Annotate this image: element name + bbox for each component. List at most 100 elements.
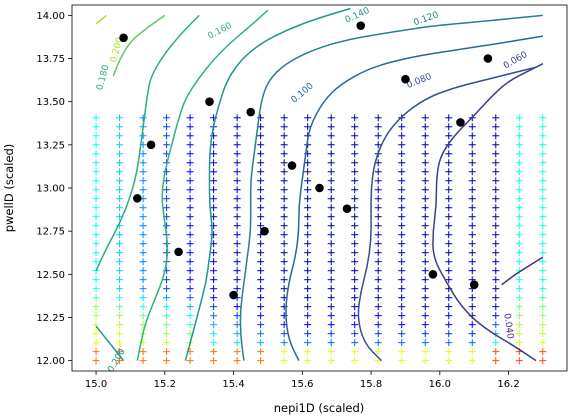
grid-marker xyxy=(374,321,382,329)
grid-marker xyxy=(257,258,265,266)
grid-marker xyxy=(445,294,453,302)
grid-marker xyxy=(186,276,194,284)
grid-marker xyxy=(468,258,476,266)
grid-marker xyxy=(515,303,523,311)
grid-marker xyxy=(492,276,500,284)
y-tick-label: 12.25 xyxy=(36,313,65,324)
grid-marker xyxy=(327,177,335,185)
x-tick-label: 15.4 xyxy=(222,379,244,390)
grid-marker xyxy=(163,141,171,149)
grid-marker xyxy=(116,141,124,149)
grid-marker xyxy=(374,141,382,149)
grid-marker xyxy=(327,132,335,140)
grid-marker xyxy=(92,213,100,221)
observed-point xyxy=(356,21,366,31)
grid-marker xyxy=(163,222,171,230)
grid-marker xyxy=(539,150,547,158)
grid-marker xyxy=(421,141,429,149)
grid-marker xyxy=(327,267,335,275)
grid-marker xyxy=(492,303,500,311)
grid-marker xyxy=(421,186,429,194)
grid-marker xyxy=(304,276,312,284)
grid-marker xyxy=(92,114,100,122)
grid-marker xyxy=(139,177,147,185)
grid-marker xyxy=(163,168,171,176)
contour-line xyxy=(239,14,543,361)
grid-marker xyxy=(492,357,500,365)
grid-marker xyxy=(186,195,194,203)
grid-marker xyxy=(374,312,382,320)
grid-marker xyxy=(398,150,406,158)
grid-marker xyxy=(351,177,359,185)
grid-marker xyxy=(186,258,194,266)
grid-marker xyxy=(398,186,406,194)
x-tick-label: 15.2 xyxy=(154,379,176,390)
grid-marker xyxy=(257,195,265,203)
grid-marker xyxy=(304,303,312,311)
grid-marker xyxy=(351,150,359,158)
grid-marker xyxy=(374,348,382,356)
grid-marker xyxy=(210,159,218,167)
grid-marker xyxy=(139,213,147,221)
grid-marker xyxy=(280,267,288,275)
grid-marker xyxy=(445,159,453,167)
grid-marker xyxy=(233,150,241,158)
grid-marker xyxy=(116,240,124,248)
grid-marker xyxy=(398,213,406,221)
grid-marker xyxy=(327,141,335,149)
observed-point xyxy=(428,270,438,279)
grid-marker xyxy=(374,276,382,284)
grid-marker xyxy=(515,114,523,122)
grid-marker xyxy=(304,312,312,320)
grid-marker xyxy=(233,276,241,284)
grid-marker xyxy=(233,339,241,347)
grid-marker xyxy=(374,123,382,131)
grid-marker xyxy=(280,177,288,185)
contour-line xyxy=(432,63,544,362)
grid-marker xyxy=(210,294,218,302)
grid-marker xyxy=(327,357,335,365)
grid-marker xyxy=(139,222,147,230)
grid-marker xyxy=(280,240,288,248)
grid-marker xyxy=(492,231,500,239)
grid-marker xyxy=(92,132,100,140)
x-tick-label: 15.6 xyxy=(291,379,313,390)
grid-marker xyxy=(163,195,171,203)
grid-marker xyxy=(374,132,382,140)
grid-marker xyxy=(445,186,453,194)
grid-marker xyxy=(445,168,453,176)
grid-marker xyxy=(327,186,335,194)
grid-marker xyxy=(139,168,147,176)
grid-marker xyxy=(163,114,171,122)
grid-marker xyxy=(421,258,429,266)
contour-line xyxy=(184,7,351,361)
grid-marker xyxy=(163,357,171,365)
grid-marker xyxy=(515,150,523,158)
grid-marker xyxy=(445,303,453,311)
grid-marker xyxy=(351,249,359,257)
grid-marker xyxy=(186,213,194,221)
grid-marker xyxy=(515,204,523,212)
grid-marker xyxy=(186,240,194,248)
contour-line xyxy=(285,35,544,361)
grid-marker xyxy=(139,348,147,356)
grid-marker xyxy=(398,258,406,266)
grid-marker xyxy=(257,285,265,293)
grid-marker xyxy=(421,123,429,131)
grid-marker xyxy=(374,213,382,221)
grid-marker xyxy=(515,330,523,338)
grid-marker xyxy=(186,132,194,140)
grid-marker xyxy=(116,186,124,194)
grid-marker xyxy=(280,132,288,140)
grid-marker xyxy=(304,285,312,293)
grid-marker xyxy=(233,249,241,257)
grid-marker xyxy=(257,168,265,176)
grid-marker xyxy=(280,213,288,221)
grid-marker xyxy=(116,294,124,302)
grid-marker xyxy=(492,177,500,185)
grid-marker xyxy=(539,312,547,320)
grid-marker xyxy=(445,114,453,122)
grid-marker xyxy=(468,159,476,167)
grid-marker xyxy=(492,114,500,122)
